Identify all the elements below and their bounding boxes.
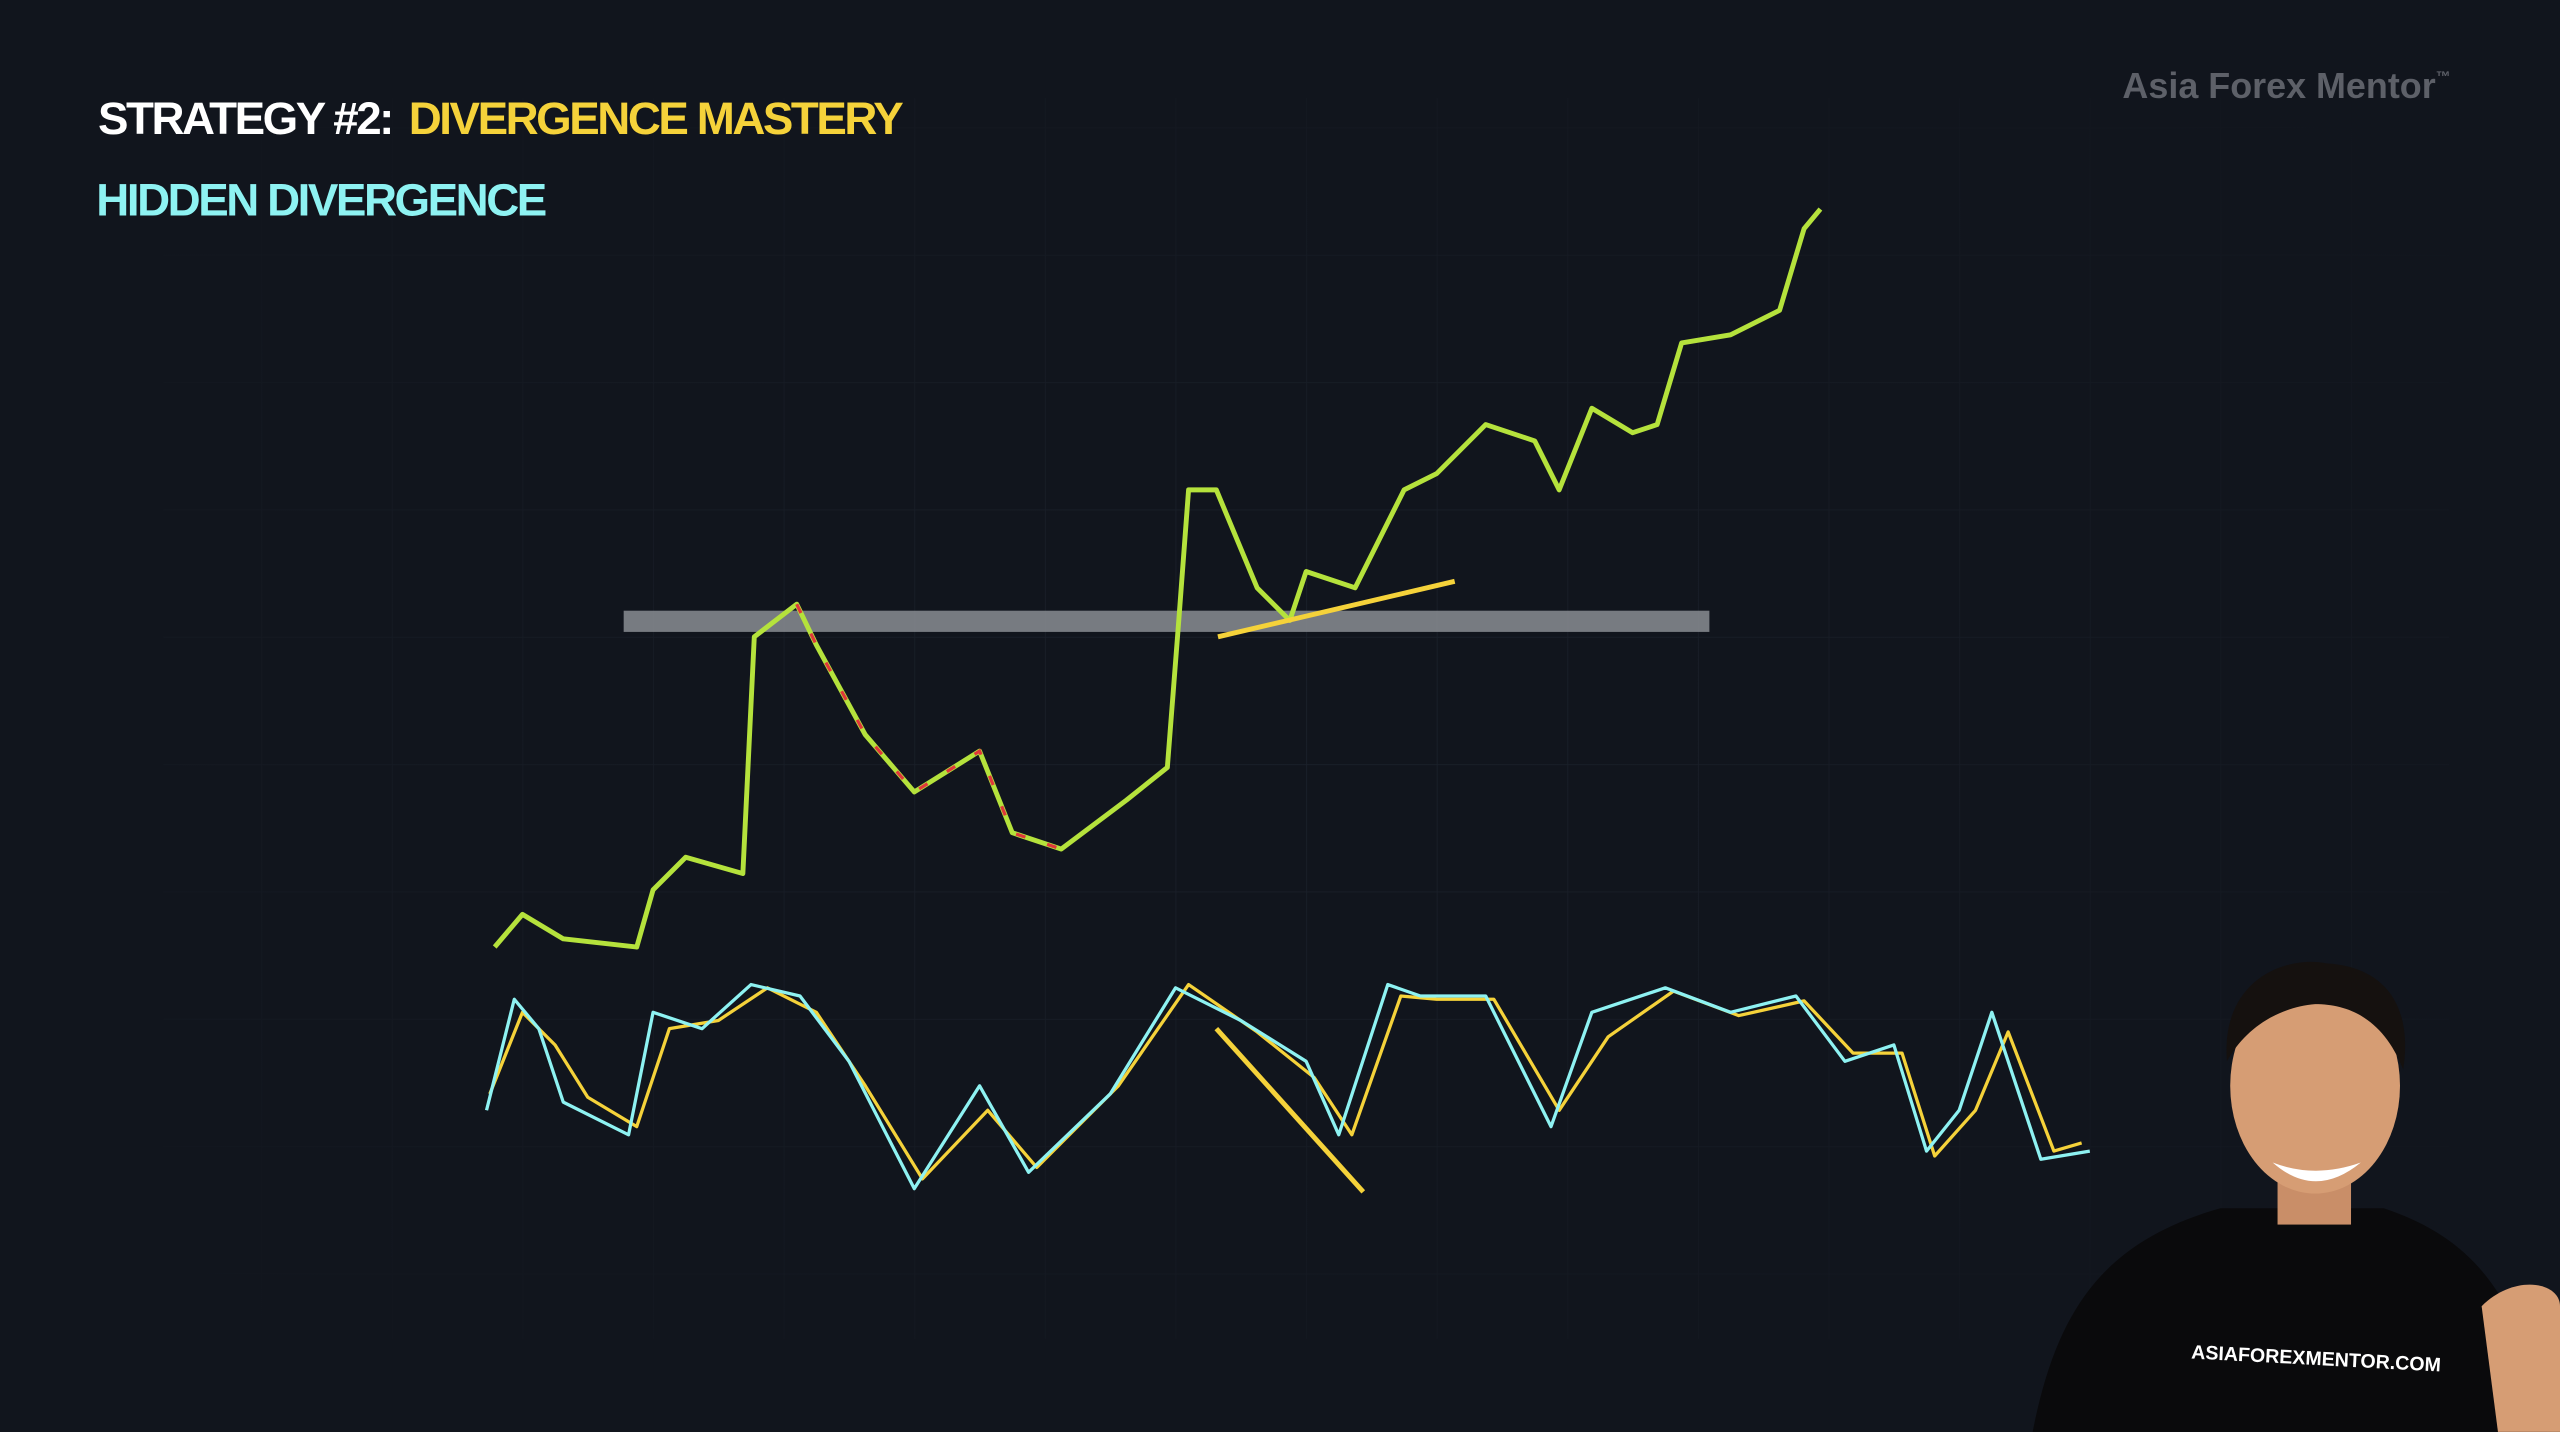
oscillator-main [484,982,2091,1191]
title: STRATEGY #2: DIVERGENCE MASTERY [98,93,903,144]
presenter-head [2230,978,2400,1194]
presenter-hand [2481,1284,2560,1432]
price-trendline [1217,578,1456,640]
resistance-zone [623,610,1710,632]
trademark: ™ [2436,70,2451,86]
price-line [492,207,1823,950]
presenter: ASIAFOREXMENTOR.COM [2032,961,2560,1432]
brand: Asia Forex Mentor [2122,65,2435,106]
oscillator-trendline [1214,1027,1366,1194]
subtitle: HIDDEN DIVERGENCE [96,175,545,226]
title-highlight: DIVERGENCE MASTERY [409,93,904,144]
watermark: Asia Forex Mentor™ [2122,65,2450,106]
presenter-hair [2226,961,2406,1070]
presenter-shirt [2032,1208,2547,1432]
title-prefix: STRATEGY #2: [98,93,392,144]
presenter-smile [2272,1162,2361,1182]
